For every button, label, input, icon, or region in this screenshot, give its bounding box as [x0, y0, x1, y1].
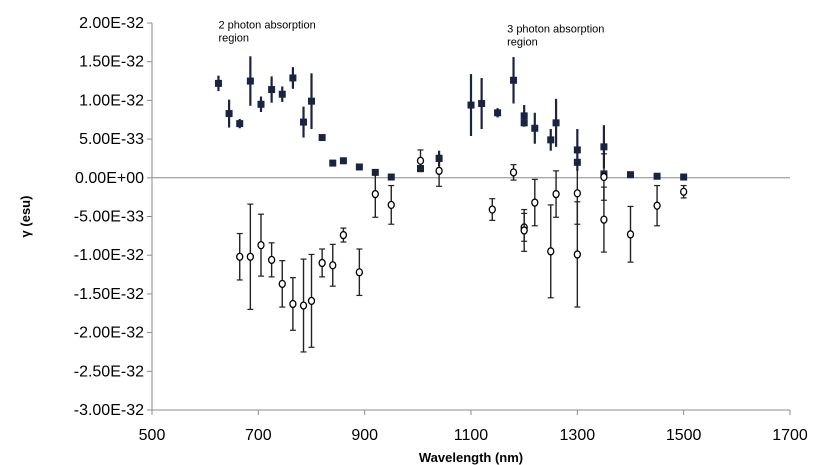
data-point-square [225, 110, 233, 118]
y-tick-label: -2.00E-32 [74, 325, 144, 342]
data-point-square [467, 101, 475, 109]
data-point-square [339, 157, 347, 165]
data-point-circle [236, 252, 244, 261]
data-point-circle [355, 268, 364, 277]
annotation-text: 2 photon absorption region [218, 19, 315, 44]
data-point-square [573, 146, 581, 154]
data-point-square [355, 163, 363, 171]
data-point-square [680, 173, 688, 181]
y-tick-label: 0.00E+00 [75, 170, 144, 187]
data-point-circle [600, 172, 608, 182]
data-series [214, 56, 688, 353]
data-point-square [257, 100, 265, 108]
data-point-circle [520, 226, 528, 235]
data-point-square [278, 90, 286, 98]
data-point-square [329, 159, 337, 167]
y-axis-label: γ (esu) [18, 196, 33, 238]
y-tick-label: -3.00E-32 [74, 402, 144, 419]
data-point-circle [289, 299, 297, 309]
data-point-circle [653, 201, 661, 210]
data-point-circle [509, 168, 518, 177]
y-axis-ticks: 2.00E-32 1.50E-32 1.00E-32 5.00E-33 0.00E+00… [74, 15, 152, 419]
data-point-circle [339, 230, 348, 240]
data-point-square [300, 118, 308, 126]
data-point-square [478, 99, 486, 107]
data-point-square [494, 109, 502, 117]
data-point-circle [246, 252, 255, 261]
annotations: 2 photon absorption region 3 photon absorp… [218, 19, 604, 48]
data-point-square [214, 79, 222, 87]
data-point-circle [488, 205, 496, 214]
data-point-square [387, 173, 395, 181]
y-tick-label: -2.50E-32 [74, 363, 144, 380]
x-axis-label: Wavelength (nm) [419, 450, 523, 465]
x-tick-label: 900 [351, 427, 378, 444]
data-point-circle [573, 250, 581, 259]
y-tick-label: -5.00E-33 [74, 209, 144, 226]
data-point-square [268, 86, 276, 94]
x-tick-label: 1300 [560, 427, 596, 444]
series-circle [236, 149, 688, 353]
data-point-square [236, 120, 244, 128]
data-point-circle [257, 240, 265, 250]
data-point-circle [371, 189, 379, 199]
data-point-square [653, 172, 661, 180]
data-point-square [510, 76, 518, 84]
data-point-circle [318, 258, 326, 268]
data-point-square [520, 119, 528, 127]
x-tick-label: 1500 [666, 427, 702, 444]
y-tick-label: 1.50E-32 [79, 54, 144, 71]
data-point-circle [278, 279, 286, 288]
data-point-circle [307, 296, 316, 306]
y-tick-label: -1.00E-32 [74, 247, 144, 264]
x-tick-label: 500 [139, 427, 166, 444]
data-point-circle [573, 189, 581, 198]
data-point-square [627, 171, 634, 179]
data-point-circle [531, 198, 539, 207]
y-tick-label: 5.00E-33 [79, 131, 144, 148]
y-tick-label: 1.00E-32 [79, 92, 144, 109]
data-point-square [308, 97, 315, 105]
data-point-square [531, 124, 539, 132]
x-tick-label: 1700 [772, 427, 808, 444]
data-point-circle [435, 166, 443, 175]
data-point-square [552, 119, 560, 127]
data-point-circle [680, 187, 688, 196]
data-point-square [600, 143, 608, 151]
y-tick-label: -1.50E-32 [74, 286, 144, 303]
data-point-square [520, 112, 528, 120]
data-point-circle [299, 301, 308, 310]
data-point-square [547, 136, 555, 144]
data-point-circle [626, 230, 635, 239]
x-tick-label: 1100 [454, 427, 489, 444]
series-square [214, 56, 688, 181]
data-point-square [318, 134, 326, 142]
data-point-circle [600, 215, 608, 224]
data-point-circle [552, 189, 560, 199]
data-point-circle [329, 261, 337, 270]
annotation-text: 3 photon absorption region [507, 23, 604, 48]
x-axis-ticks: 500 700 900 1100 1300 1500 1700 [139, 410, 808, 444]
data-point-circle [267, 255, 276, 264]
data-point-square [246, 77, 254, 85]
x-tick-label: 700 [245, 427, 272, 444]
y-tick-label: 2.00E-32 [79, 15, 144, 32]
data-point-circle [547, 247, 555, 256]
data-point-square [289, 74, 297, 82]
data-point-circle [416, 156, 425, 165]
data-point-circle [387, 200, 395, 210]
